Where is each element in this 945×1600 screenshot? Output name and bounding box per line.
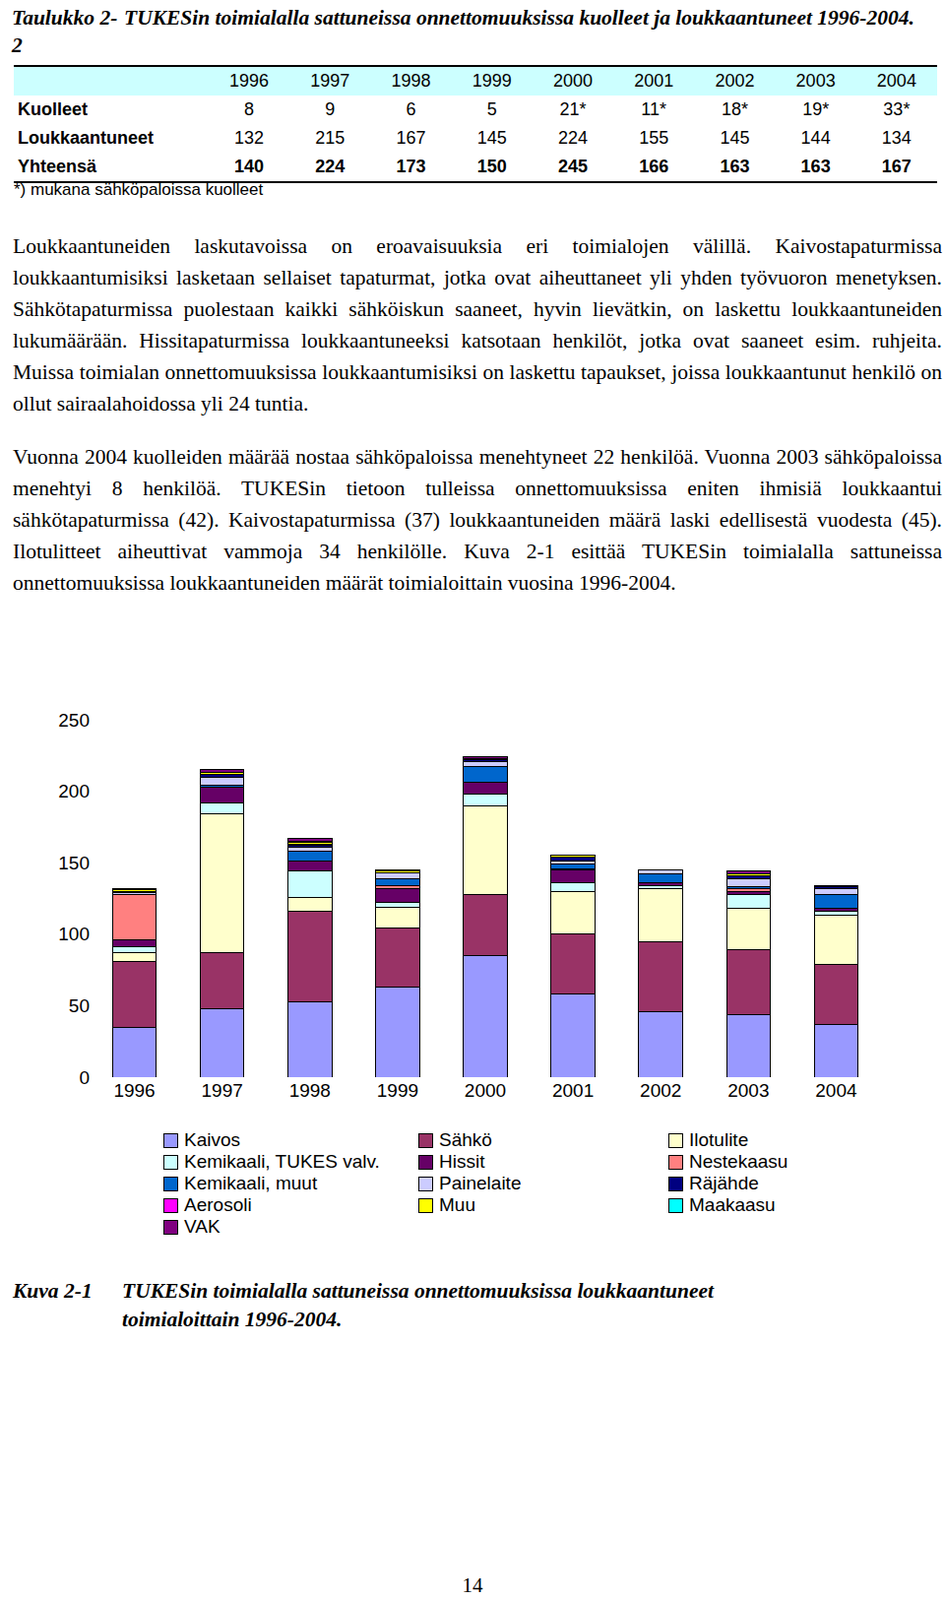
html-text:14: 14 [462,1573,483,1597]
html-text:134: 134 [881,127,912,148]
html-text:173: 173 [396,156,426,177]
html-text:224: 224 [558,127,588,148]
html-text:2001: 2001 [634,70,674,91]
html-text:21*: 21* [559,99,587,120]
html-text:Ilotulite: Ilotulite [689,1129,749,1150]
html-text:Taulukko 2-2: Taulukko 2-2 [11,5,118,58]
html-text:2004: 2004 [876,70,917,91]
svg-text:2000: 2000 [464,1079,506,1101]
html-text:Loukkaantuneet: Loukkaantuneet [17,127,154,148]
html-text:Kuva 2-1: Kuva 2-1 [12,1278,93,1303]
html-text:1998: 1998 [391,70,431,91]
svg-text:250: 250 [58,709,90,731]
svg-text:2003: 2003 [727,1079,769,1101]
html-text:33*: 33* [883,99,910,120]
html-text:Vuonna 2004 kuolleiden määrää: Vuonna 2004 kuolleiden määrää nostaa säh… [12,444,943,595]
html-text:Kaivos: Kaivos [184,1129,241,1150]
html-text:6: 6 [406,99,416,120]
html-text:2002: 2002 [715,70,755,91]
html-text:Aerosoli: Aerosoli [184,1194,252,1215]
html-text:VAK: VAK [184,1215,221,1237]
svg-text:2004: 2004 [815,1079,858,1101]
html-text:2003: 2003 [795,70,836,91]
html-text:TUKESin toimialalla sattuneiss: TUKESin toimialalla sattuneissa onnettom… [124,5,915,30]
html-text:Kemikaali, muut: Kemikaali, muut [184,1172,318,1194]
html-text:163: 163 [719,156,750,177]
html-text:1996: 1996 [229,70,269,91]
html-text:11*: 11* [641,99,667,120]
html-text:167: 167 [881,156,912,177]
html-text:1997: 1997 [310,70,350,91]
html-text:163: 163 [800,156,831,177]
html-text:140: 140 [234,156,264,177]
html-text:145: 145 [477,127,507,148]
html-text:Kuolleet: Kuolleet [17,99,88,120]
html-text:8: 8 [244,99,255,120]
html-text:2000: 2000 [553,70,593,91]
svg-text:1999: 1999 [377,1079,419,1101]
html-text:1999: 1999 [472,70,512,91]
html-text:5: 5 [487,99,497,120]
html-text:TUKESin toimialalla sattuneiss: TUKESin toimialalla sattuneissa onnettom… [122,1278,714,1331]
html-text:150: 150 [477,156,507,177]
html-text:166: 166 [639,156,669,177]
html-text:132: 132 [234,127,264,148]
html-text:*) mukana sähköpaloissa kuolle: *) mukana sähköpaloissa kuolleet [13,180,264,199]
html-text:Nestekaasu: Nestekaasu [689,1150,788,1172]
html-text:19*: 19* [802,99,830,120]
html-text:224: 224 [315,156,345,177]
html-text:167: 167 [396,127,426,148]
svg-text:200: 200 [58,780,90,802]
svg-text:0: 0 [78,1067,90,1088]
html-text:Loukkaantuneiden laskutavoissa: Loukkaantuneiden laskutavoissa on eroava… [12,234,943,416]
html-text:Yhteensä: Yhteensä [17,156,97,177]
html-text:144: 144 [800,127,831,148]
html-text:Painelaite: Painelaite [439,1172,522,1194]
html-text:18*: 18* [721,99,749,120]
svg-text:2001: 2001 [552,1079,594,1101]
svg-text:1996: 1996 [113,1079,155,1101]
html-text:Kemikaali, TUKES valv.: Kemikaali, TUKES valv. [184,1150,380,1172]
svg-text:100: 100 [58,923,90,945]
html-text:Muu: Muu [439,1194,476,1215]
html-text:145: 145 [719,127,750,148]
html-text:155: 155 [639,127,669,148]
svg-text:50: 50 [68,995,90,1016]
svg-text:150: 150 [58,852,90,874]
html-text:Hissit: Hissit [439,1150,485,1172]
html-text:Sähkö: Sähkö [439,1129,493,1150]
html-text:9: 9 [325,99,335,120]
svg-text:1998: 1998 [289,1079,331,1101]
svg-text:2002: 2002 [639,1079,682,1101]
html-text:Räjähde: Räjähde [689,1172,759,1194]
html-text:Maakaasu: Maakaasu [689,1194,776,1215]
html-text:215: 215 [315,127,345,148]
html-text:245: 245 [558,156,588,177]
svg-text:1997: 1997 [201,1079,244,1101]
